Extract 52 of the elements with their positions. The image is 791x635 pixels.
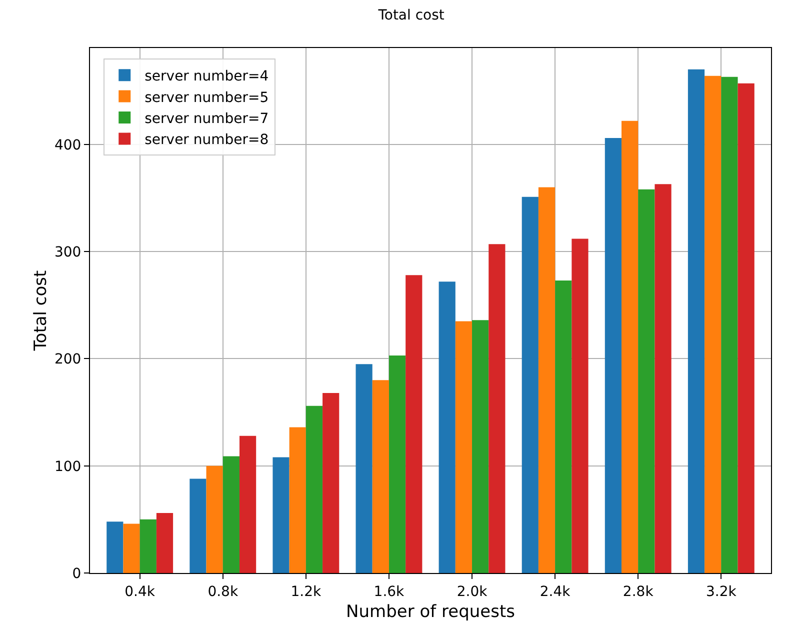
x-tick-label: 2.4k	[540, 584, 572, 600]
bar	[388, 356, 406, 573]
bar	[688, 69, 705, 573]
bar	[522, 196, 538, 573]
bar	[356, 364, 372, 573]
y-tick-label: 0	[72, 566, 82, 582]
y-tick-label: 400	[54, 137, 82, 154]
bar	[156, 513, 174, 573]
bar	[140, 519, 156, 573]
bar	[472, 320, 489, 573]
y-tick-label: 200	[54, 352, 82, 368]
bar	[190, 478, 206, 573]
legend-label: server number=7	[144, 110, 269, 127]
bar	[106, 522, 124, 573]
bar	[222, 456, 240, 573]
bar	[572, 238, 588, 573]
y-tick-label: 100	[54, 458, 82, 475]
bar	[538, 187, 556, 573]
x-tick-label: 0.4k	[124, 584, 156, 600]
bar	[289, 427, 306, 573]
bar	[239, 436, 256, 573]
x-tick-label: 2.0k	[456, 584, 488, 600]
bar	[638, 189, 655, 573]
chart-title: Total cost	[377, 7, 445, 24]
bar	[622, 120, 638, 573]
x-axis-title: Number of requests	[346, 602, 516, 622]
legend-label: server number=4	[144, 68, 269, 85]
bar	[123, 524, 140, 573]
bar	[738, 83, 754, 573]
bar	[488, 244, 506, 573]
bar	[306, 406, 323, 573]
bar	[721, 76, 738, 573]
x-tick-label: 2.8k	[622, 584, 654, 600]
bar	[654, 184, 672, 573]
bar	[604, 138, 622, 573]
legend-label: server number=5	[144, 90, 269, 106]
bar	[322, 393, 340, 573]
bar	[555, 280, 572, 573]
x-tick-label: 1.6k	[374, 584, 406, 600]
x-tick-label: 3.2k	[706, 584, 738, 600]
bar	[704, 76, 722, 573]
bar	[372, 380, 389, 573]
y-tick-label: 300	[54, 244, 82, 260]
legend-label: server number=8	[144, 132, 269, 148]
bar	[438, 282, 456, 573]
bar	[406, 275, 422, 573]
bar	[272, 457, 290, 573]
y-axis-title: Total cost	[31, 270, 51, 352]
x-tick-label: 1.2k	[290, 584, 322, 600]
bar	[206, 466, 223, 573]
x-tick-label: 0.8k	[208, 584, 239, 600]
bar	[455, 321, 472, 573]
